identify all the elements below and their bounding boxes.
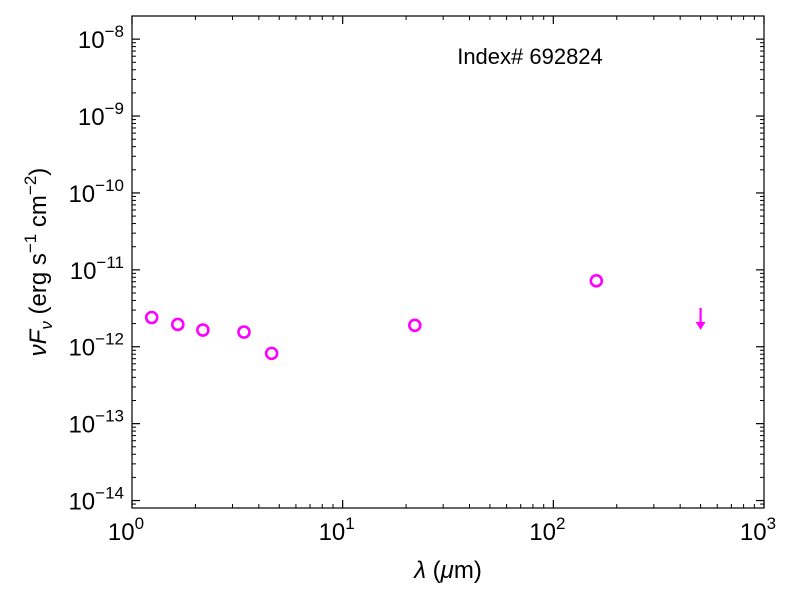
data-point (237, 325, 251, 339)
y-axis-label: νFν (erg s−1 cm−2) (21, 168, 56, 357)
plot-marks (144, 274, 706, 361)
data-point (264, 346, 279, 361)
y-tick-label: 10−9 (78, 99, 124, 131)
data-point (144, 310, 159, 325)
y-tick-label: 10−11 (70, 253, 124, 285)
y-tick-label: 10−12 (68, 330, 124, 362)
data-point (408, 318, 422, 333)
x-axis-label: λ (μm) (412, 557, 482, 584)
x-tick-label: 103 (740, 514, 776, 546)
axis-ticks: 100 101 102 103 10−14 10−13 10−12 10−11 10−10 10−… (68, 15, 776, 546)
y-tick-label: 10−10 (68, 176, 124, 208)
data-point (196, 323, 210, 337)
y-tick-label: 10−13 (68, 407, 124, 439)
y-tick-label: 10−14 (68, 484, 124, 516)
annotation-label: Index# 692824 (457, 44, 603, 69)
data-point (589, 274, 604, 288)
data-point (171, 317, 185, 332)
upper-limit-arrow (695, 307, 706, 330)
x-tick-label: 101 (319, 514, 355, 546)
x-tick-label: 100 (108, 514, 144, 546)
upper-limit-head (695, 321, 706, 330)
y-tick-label: 10−8 (78, 22, 124, 54)
x-tick-label: 102 (529, 514, 565, 546)
plot-frame (131, 15, 765, 509)
